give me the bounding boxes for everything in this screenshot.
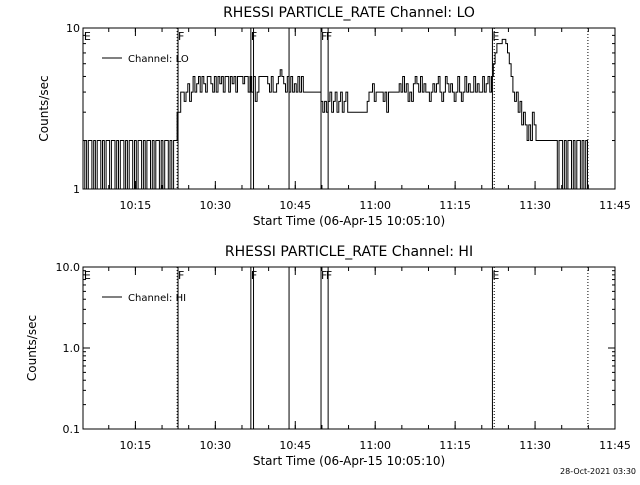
flag-label: E <box>492 269 499 282</box>
x-axis-label: Start Time (06-Apr-15 10:05:10) <box>253 214 445 228</box>
x-tick-label: 10:45 <box>279 199 311 212</box>
x-tick-label: 10:45 <box>279 439 311 452</box>
x-tick-label: 11:30 <box>519 439 551 452</box>
plot-frame <box>82 266 616 430</box>
x-tick-label: 11:45 <box>599 439 631 452</box>
flag-label: E <box>84 30 91 43</box>
flag-label: E <box>492 30 499 43</box>
x-tick-label: 11:00 <box>359 199 391 212</box>
x-axis-label: Start Time (06-Apr-15 10:05:10) <box>253 454 445 468</box>
x-tick-label: 11:30 <box>519 199 551 212</box>
flag-label: F <box>178 269 184 282</box>
flag-label: F <box>326 269 332 282</box>
panel-lo: RHESSI PARTICLE_RATE Channel: LO Start Ti… <box>37 5 631 228</box>
y-tick-label: 1 <box>73 183 80 196</box>
legend-label: Channel: HI <box>128 293 186 304</box>
legend-label: Channel: LO <box>128 54 189 65</box>
x-tick-label: 11:45 <box>599 199 631 212</box>
flag-label: F <box>251 30 257 43</box>
series-line-0 <box>83 38 590 190</box>
x-tick-label: 11:00 <box>359 439 391 452</box>
y-axis-label: Counts/sec <box>37 75 51 141</box>
flag-label: E <box>84 269 91 282</box>
flag-label: F <box>321 269 327 282</box>
flag-label: F <box>178 30 184 43</box>
chart-title: RHESSI PARTICLE_RATE Channel: HI <box>225 244 473 260</box>
flag-label: F <box>321 30 327 43</box>
y-tick-label: 0.1 <box>63 423 81 436</box>
y-tick-label: 10 <box>66 22 80 35</box>
chart-title: RHESSI PARTICLE_RATE Channel: LO <box>223 5 475 21</box>
y-axis-label: Counts/sec <box>25 315 39 381</box>
x-tick-label: 10:15 <box>120 199 152 212</box>
y-tick-label: 1.0 <box>63 342 81 355</box>
flag-label: F <box>251 269 257 282</box>
panel-hi: RHESSI PARTICLE_RATE Channel: HI Start Ti… <box>25 244 631 468</box>
x-tick-label: 10:30 <box>199 199 231 212</box>
x-tick-label: 11:15 <box>439 439 471 452</box>
flag-label: F <box>326 30 332 43</box>
timestamp-label: 28-Oct-2021 03:30 <box>560 467 636 476</box>
x-tick-label: 10:30 <box>199 439 231 452</box>
x-tick-label: 11:15 <box>439 199 471 212</box>
x-tick-label: 10:15 <box>120 439 152 452</box>
y-tick-label: 10.0 <box>56 261 81 274</box>
